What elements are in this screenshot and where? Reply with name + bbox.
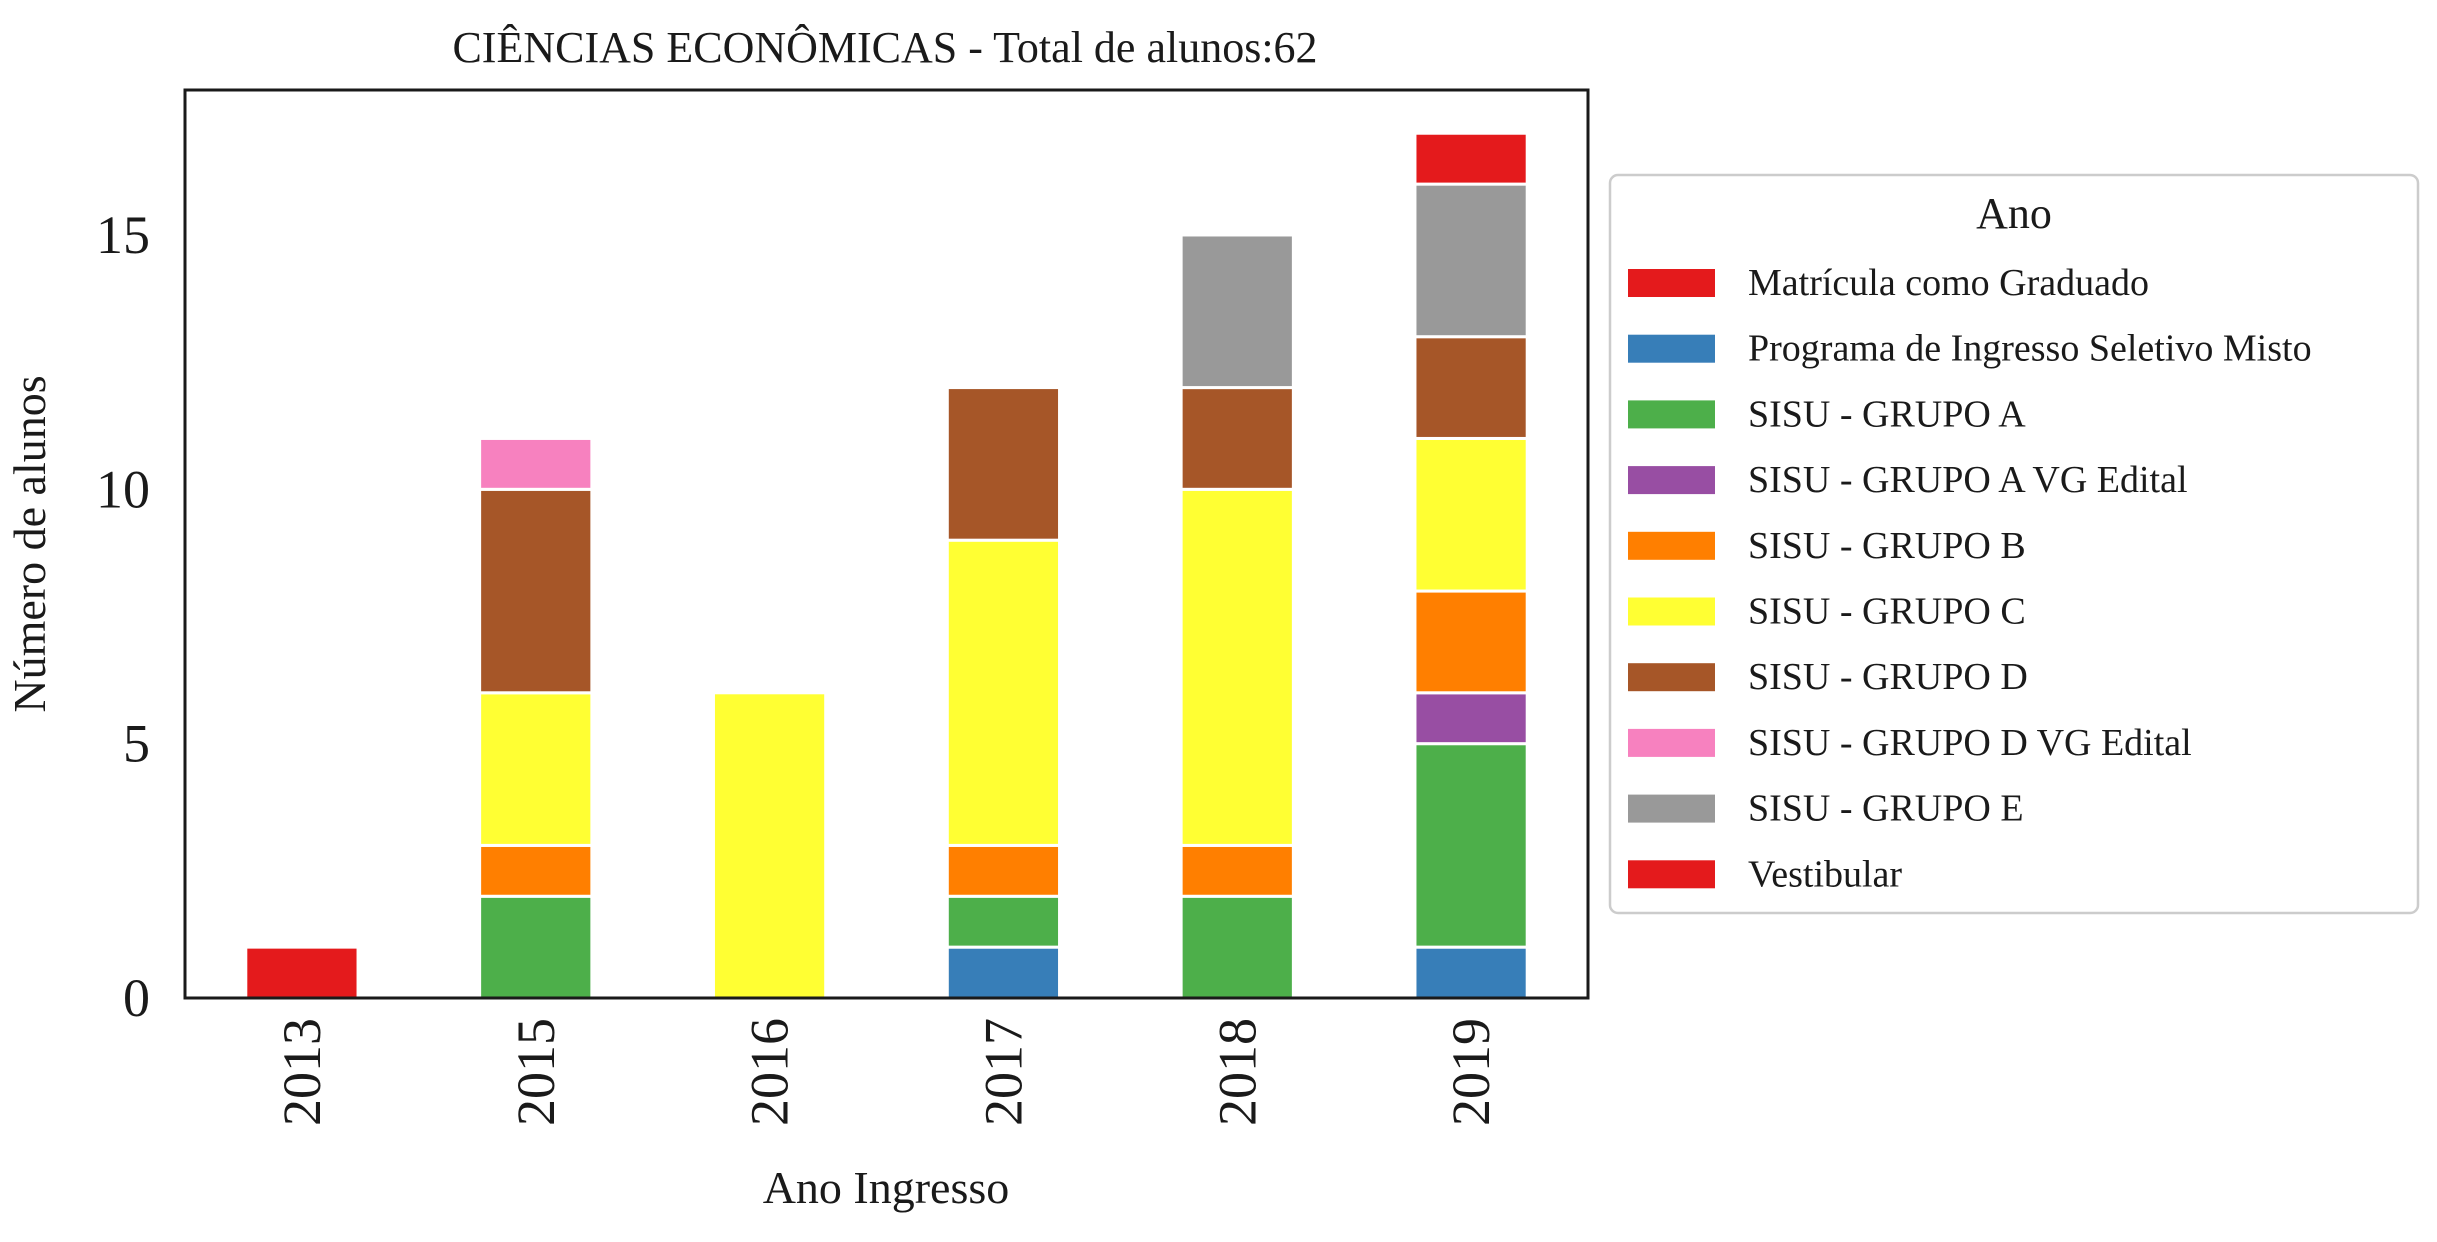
legend-items: Matrícula como Graduado Programa de Ingre… (1628, 262, 2312, 895)
legend-swatch-4 (1628, 531, 1715, 560)
chart-title: CIÊNCIAS ECONÔMICAS - Total de alunos:62 (452, 23, 1317, 72)
bar-2017-series-2 (945, 894, 1062, 949)
bar-2019-series-4 (1413, 589, 1529, 695)
legend-label-4: SISU - GRUPO B (1748, 525, 2026, 567)
bar-2019-series-1 (1413, 945, 1529, 1000)
x-tick-label-2013: 2013 (272, 1018, 332, 1126)
bar-2018-series-8 (1179, 233, 1295, 390)
x-tick-label-2016: 2016 (740, 1018, 800, 1126)
bar-2015-series-6 (478, 487, 594, 695)
bar-2018-series-6 (1179, 386, 1295, 491)
x-tick-label-2019: 2019 (1441, 1018, 1501, 1126)
bar-2015-series-5 (478, 691, 594, 847)
x-ticks: 2013 2015 2016 2017 2018 2019 (272, 1018, 1501, 1126)
x-tick-label-2015: 2015 (506, 1018, 566, 1126)
bar-2015-series-7 (478, 436, 594, 491)
legend-swatch-2 (1628, 400, 1715, 429)
legend-label-3: SISU - GRUPO A VG Edital (1748, 459, 2188, 501)
bar-2019-series-6 (1413, 335, 1529, 440)
bar-2013-series-9 (244, 945, 360, 1000)
legend-swatch-9 (1628, 860, 1715, 889)
bar-2019-series-9 (1413, 131, 1529, 186)
bar-2016-series-5 (711, 691, 828, 1000)
plot-frame (183, 88, 1590, 1000)
legend: Ano Matrícula como Graduado Programa de I… (1608, 173, 2420, 915)
legend-label-5: SISU - GRUPO C (1748, 591, 2026, 633)
bars-layer (244, 131, 1529, 1000)
bar-2018-series-4 (1179, 843, 1295, 898)
bar-2019-series-2 (1413, 742, 1529, 949)
legend-swatch-5 (1628, 597, 1715, 626)
legend-swatch-8 (1628, 794, 1715, 823)
bar-2017-series-1 (945, 945, 1062, 1000)
y-axis-label: Número de alunos (4, 375, 55, 712)
legend-label-0: Matrícula como Graduado (1748, 262, 2149, 304)
y-tick-label-5: 5 (123, 714, 150, 774)
bar-2018-series-2 (1179, 894, 1295, 1000)
x-tick-label-2018: 2018 (1207, 1018, 1267, 1126)
bar-2019-series-5 (1413, 436, 1529, 593)
y-tick-label-0: 0 (123, 968, 150, 1028)
bar-2015-series-2 (478, 894, 594, 1000)
legend-swatch-6 (1628, 663, 1715, 692)
legend-label-8: SISU - GRUPO E (1748, 788, 2024, 830)
legend-label-9: Vestibular (1748, 853, 1902, 895)
y-tick-label-15: 15 (96, 205, 150, 265)
bar-2017-series-4 (945, 843, 1062, 898)
legend-box (1608, 173, 2420, 915)
x-tick-label-2017: 2017 (973, 1018, 1033, 1126)
legend-swatch-1 (1628, 334, 1715, 363)
legend-label-1: Programa de Ingresso Seletivo Misto (1748, 328, 2312, 370)
legend-label-6: SISU - GRUPO D (1748, 656, 2028, 698)
legend-label-2: SISU - GRUPO A (1748, 393, 2026, 435)
y-ticks: 0 5 10 15 (96, 205, 150, 1028)
legend-swatch-0 (1628, 269, 1715, 297)
legend-swatch-3 (1628, 466, 1715, 495)
bar-2015-series-4 (478, 843, 594, 898)
bar-2019-series-3 (1413, 691, 1529, 746)
y-tick-label-10: 10 (96, 459, 150, 519)
x-axis-label: Ano Ingresso (763, 1162, 1010, 1213)
legend-title: Ano (1976, 189, 2052, 238)
legend-label-7: SISU - GRUPO D VG Edital (1748, 722, 2192, 764)
bar-2018-series-5 (1179, 487, 1295, 847)
bar-2017-series-6 (945, 386, 1062, 542)
bar-2017-series-5 (945, 538, 1062, 847)
legend-swatch-7 (1628, 728, 1715, 757)
bar-2019-series-8 (1413, 182, 1529, 339)
